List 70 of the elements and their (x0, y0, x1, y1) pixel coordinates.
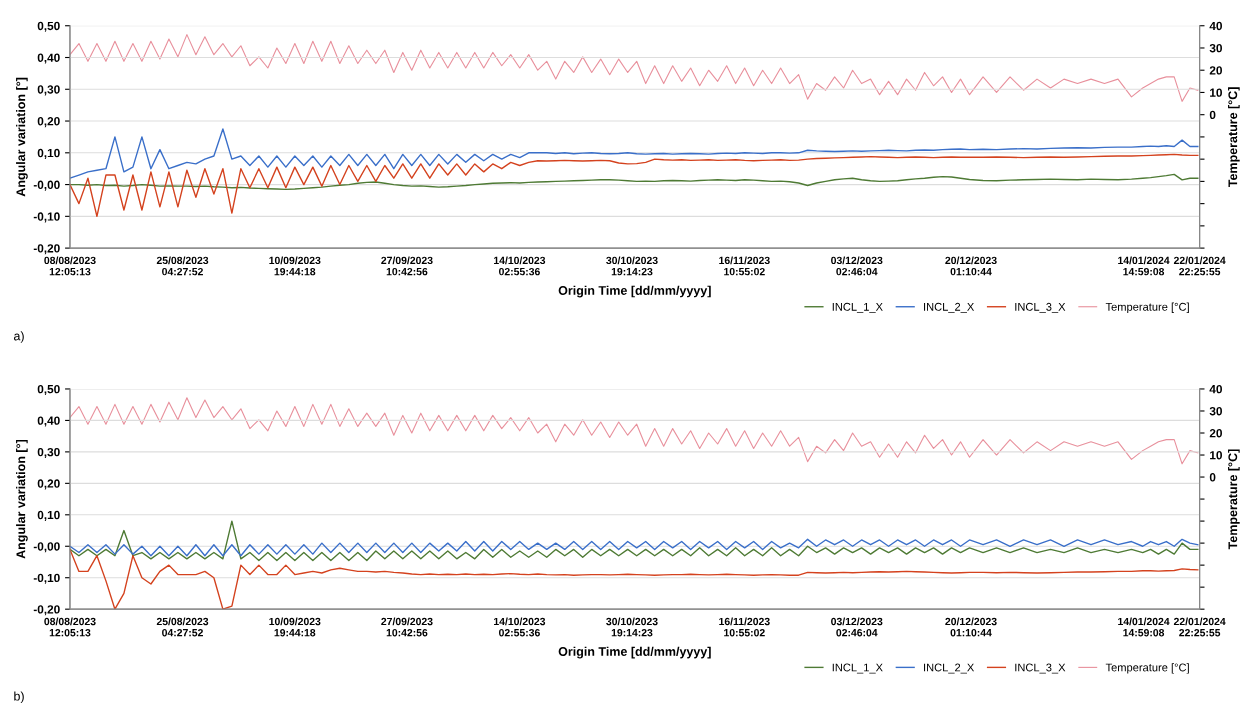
y2-tick-label: 0 (1209, 110, 1216, 120)
x-tick-label: 08/08/2023 12:05:13 (44, 617, 96, 637)
y-tick-label: 0,20 (37, 479, 60, 490)
y2-tick-label: 40 (1209, 384, 1222, 394)
x-tick-label: 20/12/2023 01:10:44 (945, 617, 997, 637)
y-tick-label: -0,20 (33, 244, 60, 255)
y2-tick-label: 20 (1209, 66, 1222, 75)
legend-label: INCL_3_X (1015, 663, 1066, 674)
y2-axis-title: Temperature [°C] (1228, 449, 1240, 550)
text: a) (13, 331, 24, 343)
x-tick-label: 03/12/2023 02:46:04 (831, 617, 883, 637)
line-series (69, 173, 1199, 191)
y-tick-label: 0,10 (37, 148, 60, 159)
legend-label: Temperature [°C] (1105, 663, 1189, 674)
y-tick-label: 0,50 (37, 21, 60, 32)
x-tick-label: 08/08/2023 12:05:13 (44, 256, 96, 276)
legend-label: Temperature [°C] (1105, 302, 1189, 313)
x-tick-label: 14/01/2024 14:59:08 (1118, 617, 1170, 637)
line-series (69, 538, 1199, 557)
legend-label: INCL_1_X (832, 302, 883, 313)
y-tick-label: 0,10 (37, 510, 60, 521)
x-tick-label: 30/10/2023 19:14:23 (606, 256, 658, 276)
x-tick-label: 22/01/2024 22:25:55 (1173, 256, 1226, 276)
y2-tick-label: 20 (1209, 429, 1222, 438)
x-tick-label: 10/09/2023 19:44:18 (269, 617, 321, 637)
x-tick-label: 27/09/2023 10:42:56 (381, 256, 433, 276)
y2-tick-label: 40 (1209, 21, 1222, 31)
line-series (69, 128, 1199, 179)
y2-tick-label: 10 (1210, 451, 1222, 460)
y-tick-label: 0,40 (37, 53, 60, 64)
legend-label: INCL_1_X (832, 663, 883, 674)
x-tick-label: 27/09/2023 10:42:56 (381, 617, 433, 637)
y-tick-label: 0,50 (37, 384, 60, 396)
y-axis-title: Angular variation [°] (16, 439, 28, 559)
y2-tick-label: 0 (1209, 473, 1216, 482)
y-tick-label: -0,00 (33, 180, 60, 191)
x-tick-label: 20/12/2023 01:10:44 (945, 256, 997, 276)
y-tick-label: -0,00 (33, 542, 60, 553)
x-tick-label: 25/08/2023 04:27:52 (156, 617, 209, 637)
legend-label: INCL_3_X (1015, 302, 1066, 313)
x-tick-label: 14/10/2023 02:55:36 (494, 617, 546, 637)
x-tick-label: 03/12/2023 02:46:04 (831, 256, 883, 276)
text: b) (14, 691, 24, 704)
y2-tick-label: 30 (1209, 44, 1222, 53)
y-tick-label: -0,10 (33, 573, 60, 584)
x-tick-label: 30/10/2023 19:14:23 (606, 617, 658, 637)
y-tick-label: 0,30 (37, 447, 60, 458)
y-tick-label: -0,20 (33, 605, 60, 616)
y-tick-label: -0,10 (33, 212, 60, 223)
x-tick-label: 14/01/2024 14:59:08 (1118, 256, 1170, 276)
line-series (69, 520, 1199, 562)
x-axis-title: Origin Time [dd/mm/yyyy] (558, 285, 711, 298)
x-axis-title: Origin Time [dd/mm/yyyy] (558, 646, 711, 659)
x-tick-label: 10/09/2023 19:44:18 (269, 256, 321, 276)
x-tick-label: 25/08/2023 04:27:52 (156, 256, 209, 276)
x-tick-label: 16/11/2023 10:55:02 (719, 256, 770, 276)
y2-axis-title: Temperature [°C] (1228, 87, 1240, 188)
legend-label: INCL_2_X (924, 663, 975, 674)
y-axis-title: Angular variation [°] (16, 77, 28, 197)
y-tick-label: 0,20 (37, 117, 60, 128)
legend-label: INCL_2_X (924, 302, 975, 313)
y-tick-label: 0,30 (37, 85, 60, 96)
y-tick-label: 0,40 (37, 416, 60, 427)
line-series (69, 153, 1199, 218)
line-series (69, 34, 1199, 102)
x-tick-label: 16/11/2023 10:55:02 (719, 617, 770, 637)
x-tick-label: 14/10/2023 02:55:36 (494, 256, 546, 276)
x-tick-label: 22/01/2024 22:25:55 (1173, 617, 1226, 637)
y2-tick-label: 30 (1209, 407, 1222, 416)
y2-tick-label: 10 (1210, 88, 1222, 97)
